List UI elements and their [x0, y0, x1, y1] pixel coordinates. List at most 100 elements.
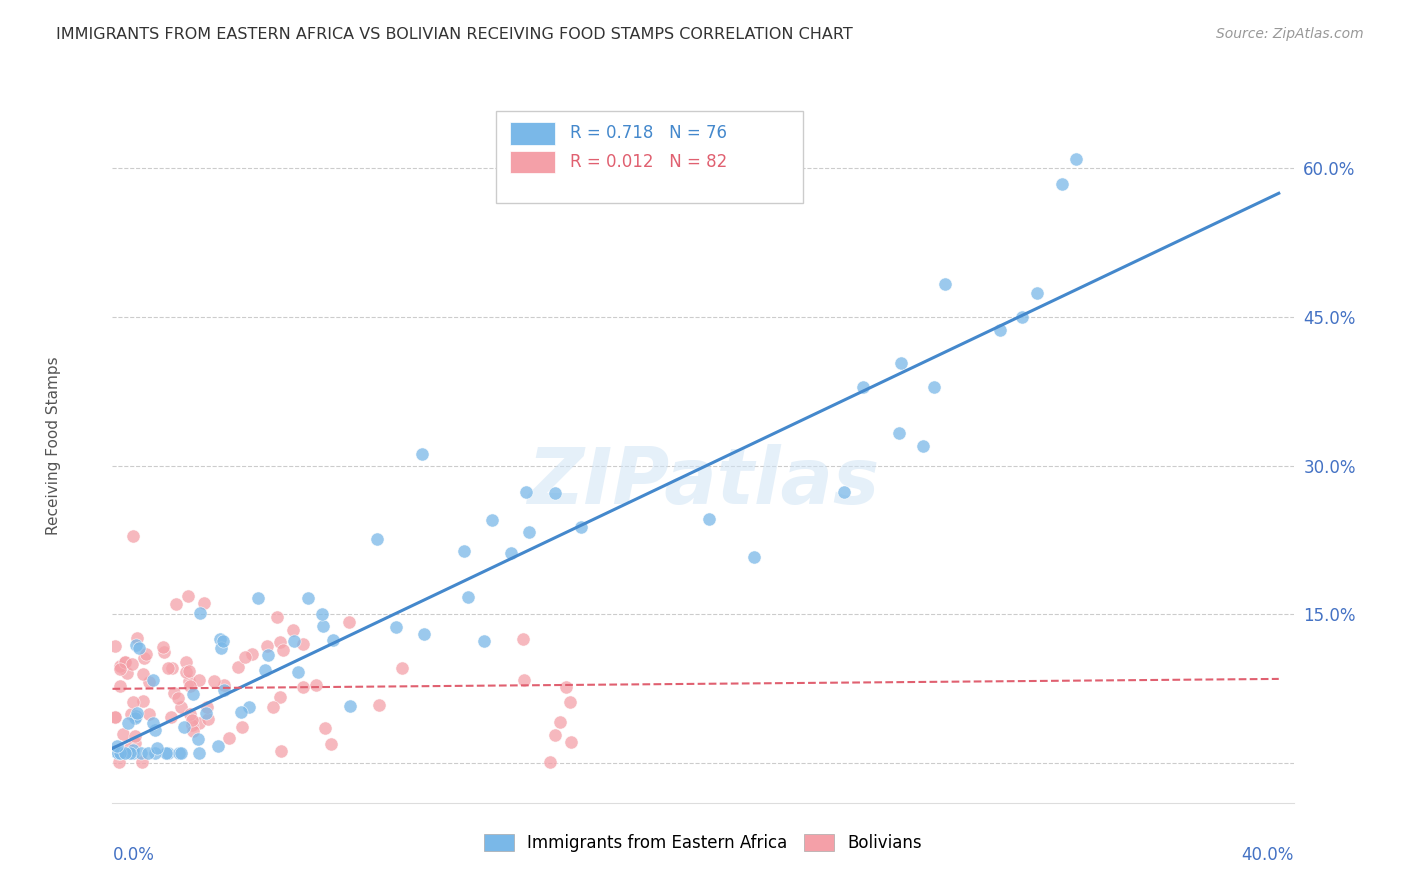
Point	[292, 637, 315, 651]
Point	[117, 742, 139, 756]
Point	[125, 639, 148, 653]
Point	[110, 746, 132, 760]
Point	[887, 426, 910, 441]
Point	[202, 673, 225, 688]
Point	[188, 607, 211, 621]
Point	[481, 513, 503, 527]
Point	[499, 546, 522, 560]
Point	[125, 632, 148, 646]
Point	[173, 720, 195, 734]
Point	[744, 549, 766, 564]
Point	[121, 746, 143, 760]
Point	[188, 673, 211, 687]
Point	[112, 727, 135, 741]
Point	[162, 661, 184, 675]
Point	[104, 710, 127, 724]
Point	[138, 707, 160, 722]
Point	[229, 705, 252, 719]
FancyBboxPatch shape	[496, 111, 803, 203]
Point	[271, 642, 294, 657]
Point	[125, 708, 148, 723]
Point	[1064, 153, 1087, 167]
Point	[105, 739, 128, 753]
Point	[544, 486, 567, 500]
Text: Source: ZipAtlas.com: Source: ZipAtlas.com	[1216, 27, 1364, 41]
Point	[934, 277, 956, 291]
Point	[253, 663, 276, 677]
Point	[571, 520, 593, 534]
Point	[246, 591, 269, 606]
Point	[179, 679, 201, 693]
Point	[114, 746, 136, 760]
Point	[177, 590, 200, 604]
Point	[922, 380, 945, 394]
Point	[339, 699, 361, 714]
Point	[218, 731, 240, 745]
Text: 40.0%: 40.0%	[1241, 846, 1294, 863]
Point	[1011, 310, 1033, 324]
Point	[391, 661, 413, 675]
Point	[269, 635, 291, 649]
Point	[512, 632, 534, 647]
Point	[453, 543, 475, 558]
Point	[554, 681, 576, 695]
Text: R = 0.718   N = 76: R = 0.718 N = 76	[569, 125, 727, 143]
Point	[193, 596, 215, 610]
Point	[120, 746, 142, 760]
Point	[165, 597, 187, 611]
Point	[912, 439, 935, 453]
Point	[263, 699, 285, 714]
Point	[270, 744, 292, 758]
Point	[209, 632, 232, 646]
Point	[177, 664, 200, 678]
Point	[538, 755, 561, 769]
Point	[411, 447, 433, 461]
Point	[287, 665, 309, 679]
Point	[544, 727, 567, 741]
Point	[513, 673, 536, 687]
Point	[170, 746, 193, 760]
Point	[124, 711, 146, 725]
Point	[155, 746, 177, 760]
Point	[181, 723, 204, 738]
Text: Receiving Food Stamps: Receiving Food Stamps	[46, 357, 60, 535]
Point	[124, 729, 146, 743]
FancyBboxPatch shape	[510, 151, 555, 173]
Point	[132, 667, 155, 681]
Point	[413, 626, 436, 640]
Point	[988, 323, 1011, 337]
Point	[366, 532, 388, 546]
Point	[145, 740, 167, 755]
Point	[107, 746, 129, 760]
Point	[852, 380, 875, 394]
Point	[305, 678, 328, 692]
Point	[160, 710, 183, 724]
Point	[129, 746, 152, 760]
Point	[128, 640, 150, 655]
Point	[135, 647, 157, 661]
Point	[291, 680, 314, 694]
Point	[209, 641, 232, 656]
Point	[108, 659, 131, 673]
Point	[233, 650, 256, 665]
Point	[110, 679, 132, 693]
Point	[385, 620, 408, 634]
Point	[145, 746, 167, 760]
Point	[181, 718, 204, 732]
Point	[368, 698, 391, 713]
Point	[176, 656, 198, 670]
Point	[153, 645, 176, 659]
Point	[1050, 178, 1073, 192]
Point	[515, 484, 537, 499]
Point	[197, 712, 219, 726]
Point	[157, 661, 180, 675]
Point	[104, 639, 127, 653]
Point	[156, 746, 179, 760]
Point	[314, 721, 336, 735]
Point	[311, 607, 333, 621]
Point	[474, 633, 496, 648]
Point	[312, 619, 335, 633]
Point	[207, 739, 229, 753]
Point	[697, 511, 720, 525]
Legend: Immigrants from Eastern Africa, Bolivians: Immigrants from Eastern Africa, Bolivian…	[477, 827, 929, 859]
